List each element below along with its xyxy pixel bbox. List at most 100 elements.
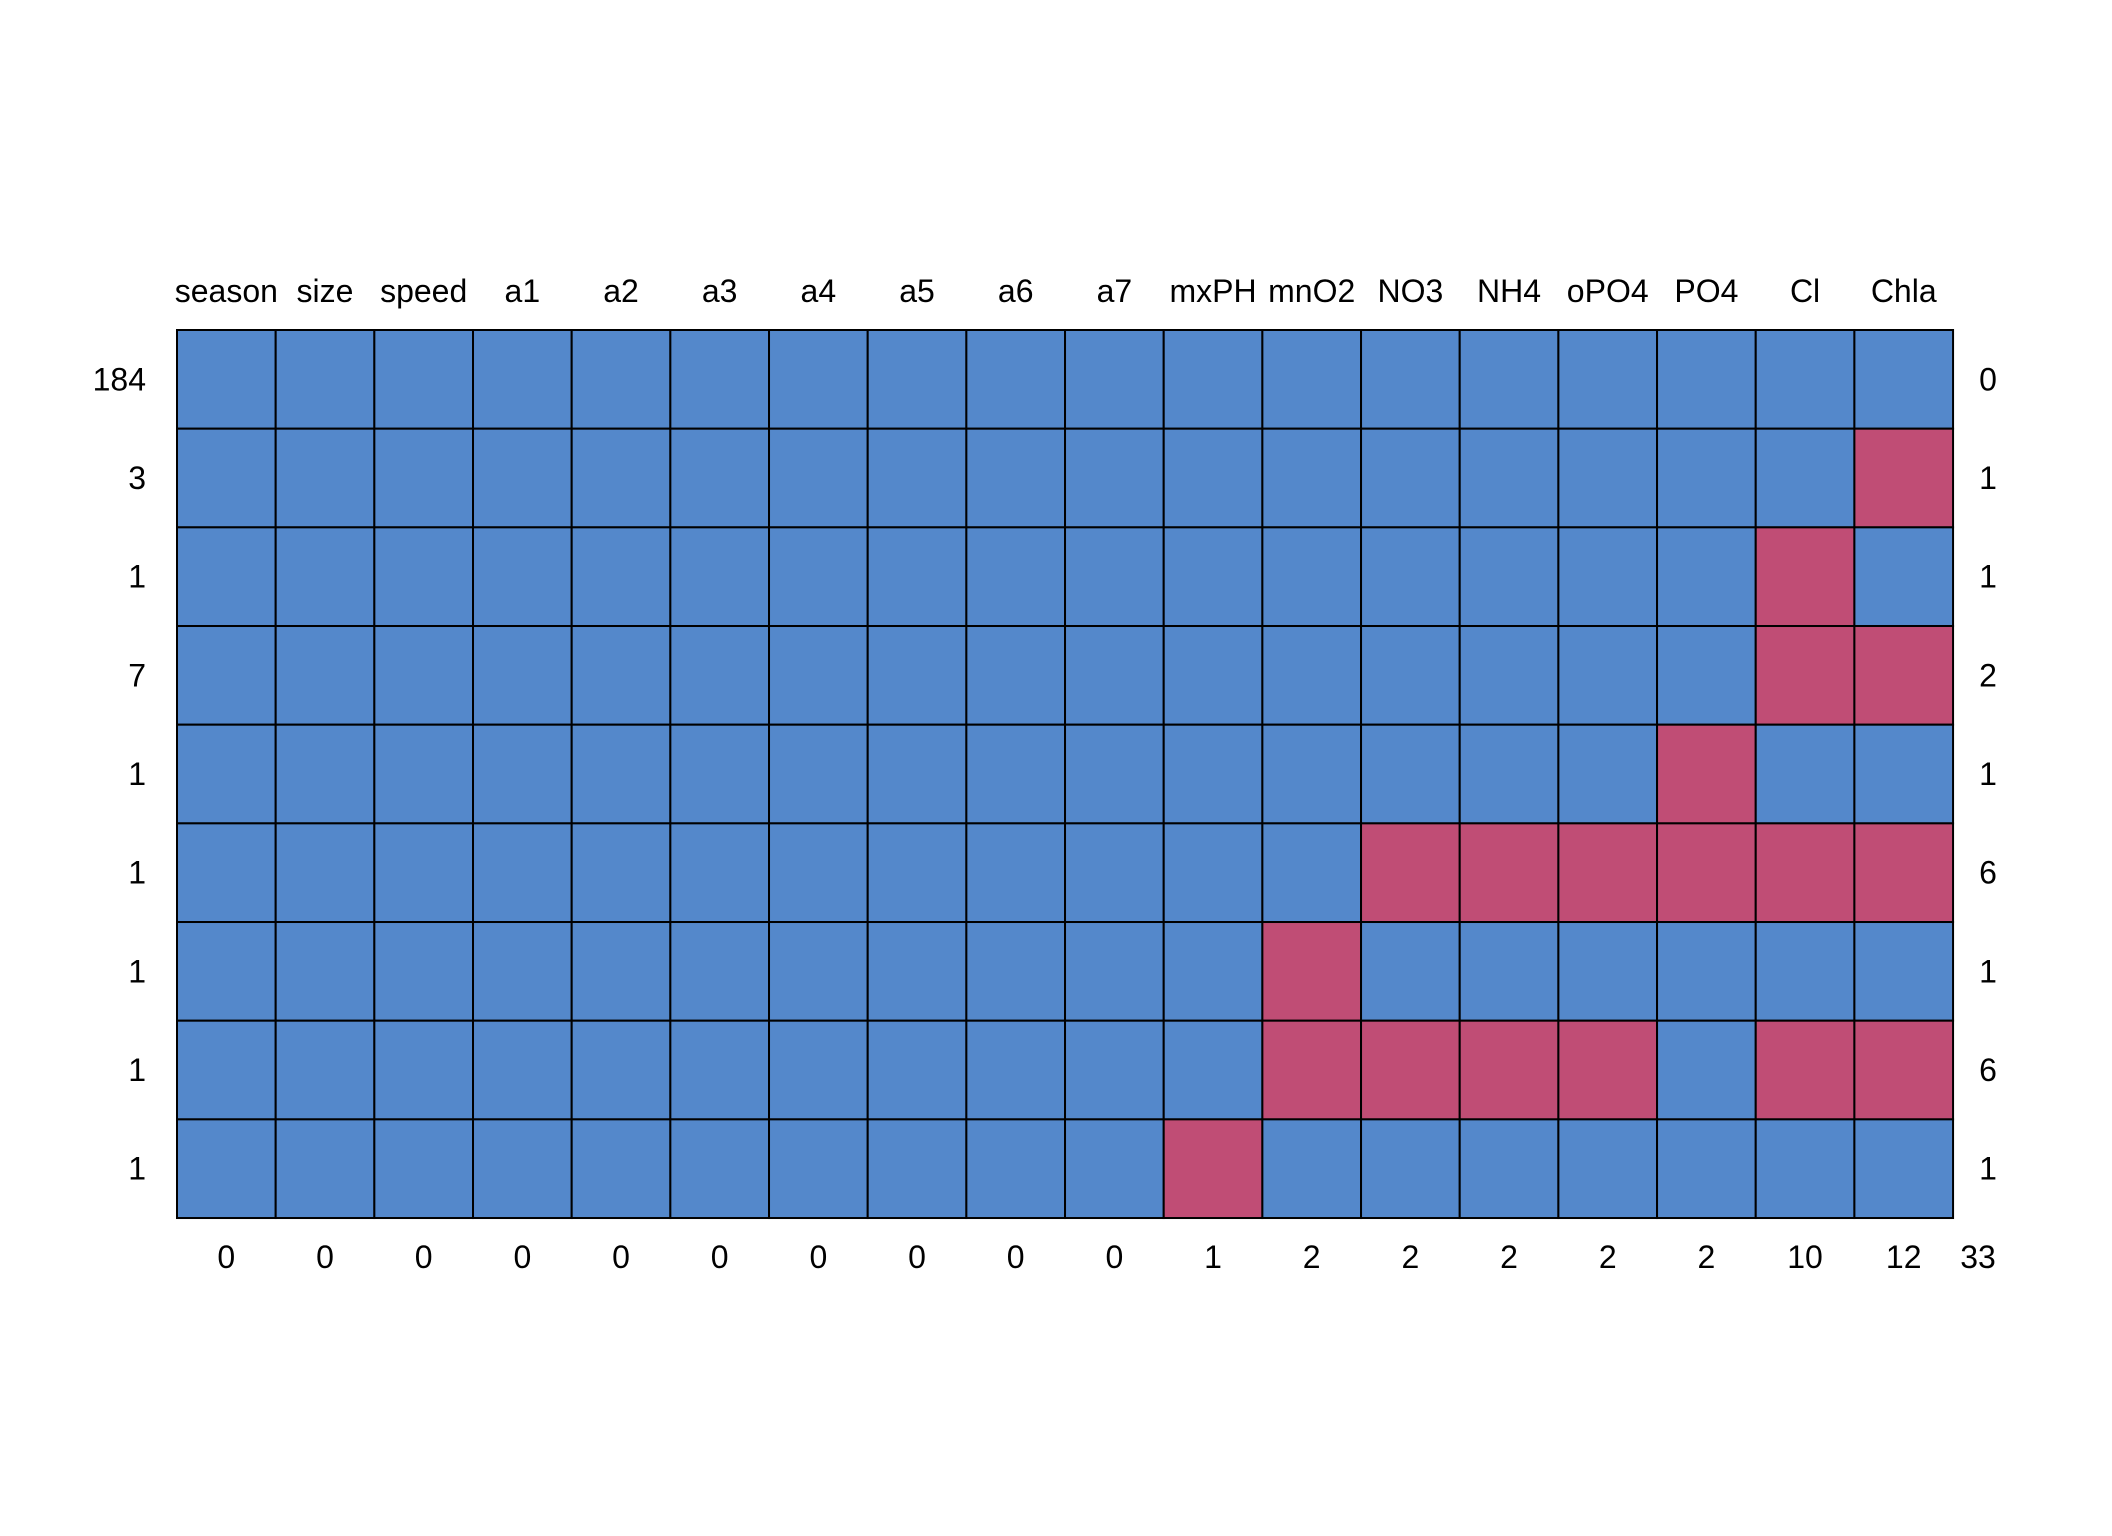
observed-cell [1360, 921, 1461, 1022]
observed-cell [1458, 329, 1560, 430]
observed-cell [866, 526, 968, 628]
observed-cell [1360, 526, 1461, 628]
observed-cell [866, 921, 968, 1022]
observed-cell [176, 427, 277, 529]
row-missing-total-labels: 0 1 1 2 1 6 1 6 1 [1979, 361, 1997, 1186]
observed-cell [866, 723, 968, 825]
column-label: a2 [603, 273, 639, 309]
observed-cell [1162, 1019, 1264, 1121]
observed-cell [965, 1118, 1067, 1220]
observed-cell [965, 625, 1067, 726]
missing-cell [1754, 1019, 1856, 1121]
observed-cell [768, 822, 869, 924]
observed-cell [373, 723, 475, 825]
column-label: a6 [998, 273, 1034, 309]
column-missing-total-label: 2 [1697, 1239, 1715, 1275]
observed-cell [1261, 427, 1363, 529]
observed-cell [472, 723, 573, 825]
observed-cell [866, 329, 968, 430]
column-missing-total-label: 2 [1599, 1239, 1617, 1275]
observed-cell [1360, 1118, 1461, 1220]
observed-cell [1458, 427, 1560, 529]
observed-cell [866, 1118, 968, 1220]
observed-cell [570, 625, 672, 726]
row-missing-total-label: 6 [1979, 1052, 1997, 1088]
observed-cell [1360, 723, 1461, 825]
observed-cell [1458, 625, 1560, 726]
missing-cell [1754, 526, 1856, 628]
column-label: season [175, 273, 278, 309]
observed-cell [176, 625, 277, 726]
observed-cell [1557, 329, 1659, 430]
column-label: a3 [702, 273, 738, 309]
observed-cell [1656, 921, 1757, 1022]
observed-cell [570, 329, 672, 430]
observed-cell [1853, 1118, 1955, 1220]
observed-cell [472, 1118, 573, 1220]
column-missing-total-label: 0 [1007, 1239, 1025, 1275]
observed-cell [472, 1019, 573, 1121]
observed-cell [768, 329, 869, 430]
observed-cell [1064, 921, 1165, 1022]
observed-cell [176, 822, 277, 924]
observed-cell [1853, 723, 1955, 825]
missing-cell [1754, 625, 1856, 726]
row-missing-total-label: 2 [1979, 657, 1997, 693]
observed-cell [1754, 329, 1856, 430]
row-count-label: 7 [128, 657, 146, 693]
observed-cell [965, 921, 1067, 1022]
column-missing-total-label: 0 [711, 1239, 729, 1275]
observed-cell [373, 526, 475, 628]
row-missing-total-label: 1 [1979, 1151, 1997, 1187]
missing-cell [1656, 822, 1757, 924]
observed-cell [1064, 526, 1165, 628]
missing-cell [1656, 723, 1757, 825]
observed-cell [768, 921, 869, 1022]
column-label: a5 [899, 273, 935, 309]
observed-cell [570, 921, 672, 1022]
observed-cell [570, 526, 672, 628]
observed-cell [472, 526, 573, 628]
observed-cell [1162, 526, 1264, 628]
observed-cell [274, 329, 376, 430]
observed-cell [1656, 1019, 1757, 1121]
observed-cell [570, 427, 672, 529]
row-missing-total-label: 6 [1979, 855, 1997, 891]
column-label: a7 [1097, 273, 1133, 309]
observed-cell [373, 1019, 475, 1121]
observed-cell [1557, 427, 1659, 529]
column-label: PO4 [1674, 273, 1738, 309]
observed-cell [1557, 1118, 1659, 1220]
observed-cell [373, 329, 475, 430]
observed-cell [965, 822, 1067, 924]
observed-cell [1656, 526, 1757, 628]
observed-cell [176, 1019, 277, 1121]
observed-cell [274, 427, 376, 529]
observed-cell [768, 427, 869, 529]
column-label: size [297, 273, 354, 309]
observed-cell [274, 723, 376, 825]
column-label: NH4 [1477, 273, 1541, 309]
missing-cell [1458, 822, 1560, 924]
column-missing-total-labels: 0 0 0 0 0 0 0 0 0 0 1 2 2 2 2 2 10 12 33 [217, 1239, 1995, 1275]
observed-cell [1261, 723, 1363, 825]
observed-cell [373, 921, 475, 1022]
observed-cell [965, 329, 1067, 430]
observed-cell [1557, 921, 1659, 1022]
observed-cell [274, 1019, 376, 1121]
observed-cell [1557, 723, 1659, 825]
column-label: mxPH [1169, 273, 1256, 309]
observed-cell [768, 723, 869, 825]
observed-cell [669, 1019, 771, 1121]
column-missing-total-label: 0 [612, 1239, 630, 1275]
column-missing-total-label: 0 [316, 1239, 334, 1275]
observed-cell [176, 329, 277, 430]
observed-cell [570, 1019, 672, 1121]
row-count-label: 1 [128, 855, 146, 891]
observed-cell [1162, 329, 1264, 430]
column-label: NO3 [1377, 273, 1443, 309]
observed-cell [472, 427, 573, 529]
missing-cell [1853, 822, 1955, 924]
observed-cell [1162, 723, 1264, 825]
observed-cell [570, 1118, 672, 1220]
